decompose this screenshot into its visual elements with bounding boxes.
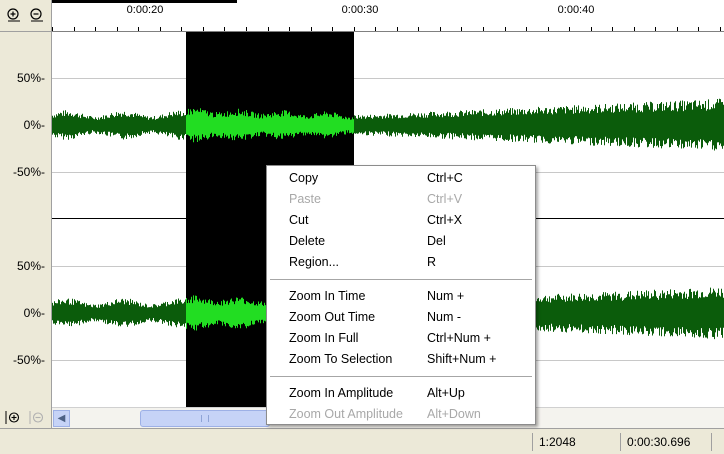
channel1-waveform [52,98,724,151]
menu-item-shortcut: R [427,255,437,269]
menu-item-zoom-in-full[interactable]: Zoom In Full Ctrl+Num + [267,328,535,349]
menu-item-label: Region... [289,255,340,269]
ruler-tick [397,27,398,31]
channel1-label-mid: 0%- [23,118,45,132]
menu-item-zoom-out-time[interactable]: Zoom Out Time Num - [267,307,535,328]
channel2-label-top: 50%- [16,259,45,273]
channel2-label-mid: 0%- [23,306,45,320]
ruler-tick [677,27,678,31]
zoom-in-amplitude-icon[interactable] [4,410,22,425]
menu-item-label: Zoom In Full [289,331,359,345]
amplitude-zoom-buttons [0,407,52,428]
context-menu: Copy Ctrl+C Paste Ctrl+V Cut Ctrl+X Dele… [266,165,536,425]
menu-item-zoom-in-amplitude[interactable]: Zoom In Amplitude Alt+Up [267,383,535,404]
ruler-tick [160,27,161,31]
menu-item-label: Zoom To Selection [289,352,393,366]
menu-item-shortcut: Num + [427,289,465,303]
menu-item-cut[interactable]: Cut Ctrl+X [267,210,535,231]
menu-item-label: Paste [289,192,321,206]
ruler-tick [591,27,592,31]
ruler-tick [52,27,53,31]
ruler-tick [698,27,699,31]
ruler-tick [505,27,506,31]
grip-icon [201,415,209,422]
menu-item-shortcut: Num - [427,310,462,324]
menu-item-shortcut: Ctrl+Num + [427,331,491,345]
channel1-waveform-selected [186,108,354,143]
chevron-left-icon: ◀ [57,413,66,424]
menu-item-zoom-out-amplitude: Zoom Out Amplitude Alt+Down [267,404,535,425]
time-zoom-buttons [0,0,52,32]
ruler-tick [332,27,333,31]
ruler-tick [569,27,570,31]
ruler-tick [268,27,269,31]
menu-item-label: Zoom Out Time [289,310,376,324]
ruler-tick [354,27,355,31]
menu-item-copy[interactable]: Copy Ctrl+C [267,168,535,189]
menu-item-paste: Paste Ctrl+V [267,189,535,210]
ruler-tick-label: 0:00:30 [341,4,379,16]
scroll-thumb[interactable] [140,410,270,427]
menu-item-label: Delete [289,234,326,248]
gridline [52,78,724,79]
menu-item-label: Zoom In Amplitude [289,386,394,400]
menu-separator [270,376,532,377]
ruler-tick [181,27,182,31]
cursor-time: 0:00:30.696 [620,433,710,451]
menu-item-shortcut: Ctrl+X [427,213,463,227]
zoom-out-time-icon[interactable] [29,7,45,23]
channel1-label-top: 50%- [16,71,45,85]
zoom-in-time-icon[interactable] [6,7,22,23]
menu-item-label: Zoom In Time [289,289,366,303]
ruler-tick [612,27,613,31]
menu-item-zoom-in-time[interactable]: Zoom In Time Num + [267,286,535,307]
menu-item-zoom-to-selection[interactable]: Zoom To Selection Shift+Num + [267,349,535,370]
ruler-tick [138,27,139,31]
ruler-tick [634,27,635,31]
channel2-label-bottom: -50%- [12,353,45,367]
ruler-position-bar [52,0,237,3]
zoom-ratio: 1:2048 [532,433,618,451]
menu-item-label: Copy [289,171,319,185]
ruler-tick-label: 0:00:40 [557,4,595,16]
menu-item-shortcut: Ctrl+C [427,171,463,185]
ruler-tick-label: 0:00:20 [126,4,164,16]
ruler-tick [655,27,656,31]
ruler-tick [483,27,484,31]
menu-item-shortcut: Shift+Num + [427,352,497,366]
ruler-tick [117,27,118,31]
menu-item-shortcut: Alt+Down [427,407,481,421]
ruler-tick [461,27,462,31]
status-cell-empty [711,433,724,451]
ruler-tick [224,27,225,31]
ruler-tick [440,27,441,31]
channel1-label-bottom: -50%- [12,165,45,179]
status-bar: 1:2048 0:00:30.696 [0,428,724,454]
ruler-tick [95,27,96,31]
menu-item-shortcut: Del [427,234,446,248]
ruler-tick [246,27,247,31]
ruler-tick [311,27,312,31]
ruler-tick [289,27,290,31]
menu-item-label: Cut [289,213,309,227]
menu-item-label: Zoom Out Amplitude [289,407,403,421]
menu-item-shortcut: Alt+Up [427,386,465,400]
ruler-tick [375,27,376,31]
ruler-tick [418,27,419,31]
menu-item-shortcut: Ctrl+V [427,192,463,206]
ruler-tick [720,27,721,31]
ruler-tick [548,27,549,31]
menu-item-delete[interactable]: Delete Del [267,231,535,252]
time-ruler[interactable]: 0:00:20 0:00:30 0:00:40 [52,0,724,32]
amplitude-scale: 50%- 0%- -50%- 50%- 0%- -50%- [0,32,52,407]
ruler-tick [74,27,75,31]
zoom-out-amplitude-icon[interactable] [28,410,46,425]
menu-separator [270,279,532,280]
scroll-left-button[interactable]: ◀ [53,410,70,427]
ruler-tick [526,27,527,31]
menu-item-region[interactable]: Region... R [267,252,535,273]
ruler-tick [203,27,204,31]
